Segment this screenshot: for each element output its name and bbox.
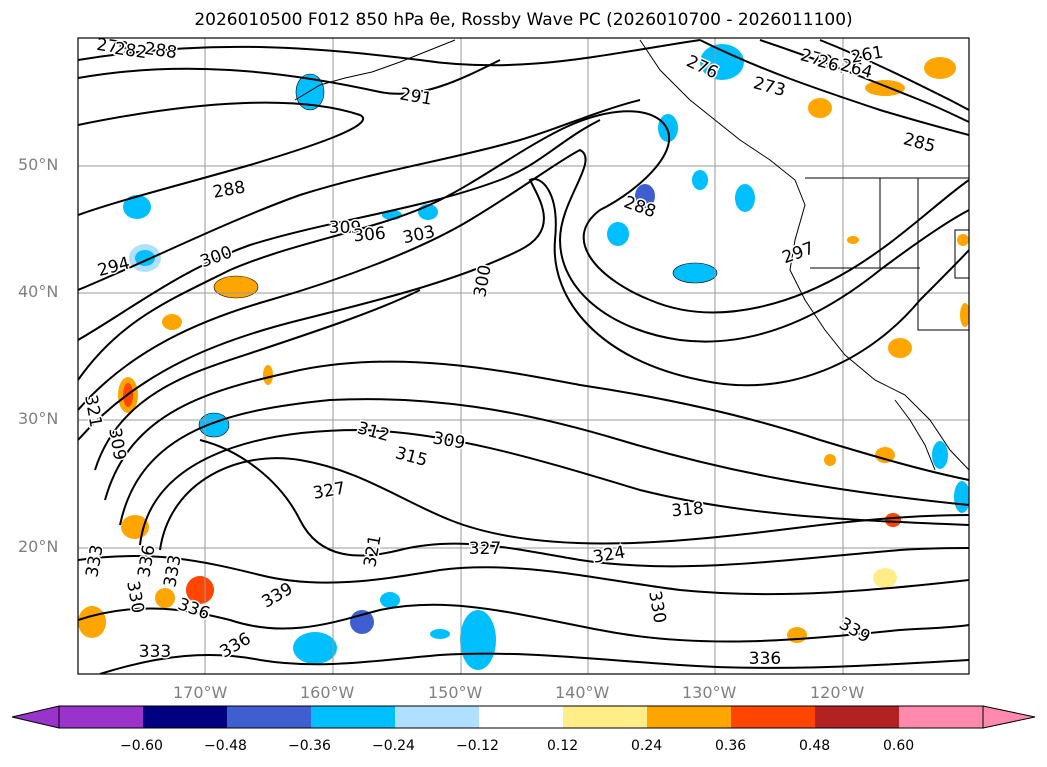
cbar-label: −0.24 (372, 738, 415, 754)
contour-label: 333 (139, 642, 171, 662)
colorbar-swatch (815, 706, 899, 728)
lat-label-50n: 50°N (18, 155, 59, 174)
colorbar-extend-high (982, 705, 1036, 729)
contour-label: 336 (749, 649, 781, 669)
colorbar-extend-low (11, 705, 60, 729)
cbar-label: 0.48 (799, 738, 831, 754)
cbar-label: −0.48 (204, 738, 247, 754)
contour-label: 309 (329, 218, 361, 238)
colorbar (11, 705, 1036, 729)
coastlines (294, 39, 969, 471)
lon-label-130w: 130°W (682, 683, 737, 702)
cbar-label: 0.24 (631, 738, 663, 754)
colorbar-swatch (479, 706, 563, 728)
contour-label: 288 (143, 39, 178, 63)
contour-label: 267 (815, 51, 852, 79)
cbar-label: 0.12 (547, 738, 579, 754)
colorbar-swatch (731, 706, 815, 728)
cbar-label: −0.12 (456, 738, 499, 754)
lat-label-30n: 30°N (18, 409, 59, 428)
cbar-label: −0.60 (120, 738, 163, 754)
colorbar-swatch (899, 706, 983, 728)
lon-label-150w: 150°W (428, 683, 483, 702)
lon-label-140w: 140°W (555, 683, 610, 702)
colorbar-swatch (227, 706, 311, 728)
map-frame (77, 37, 970, 675)
lat-label-20n: 20°N (18, 537, 59, 556)
map-title: 2026010500 F012 850 hPa θe, Rossby Wave … (194, 10, 853, 30)
lon-label-160w: 160°W (300, 683, 355, 702)
lat-label-40n: 40°N (18, 282, 59, 301)
map-background (78, 38, 969, 674)
colorbar-swatch (311, 706, 395, 728)
contour-label: 306 (353, 224, 387, 247)
theta-e-contours (78, 39, 969, 674)
colorbar-swatch (59, 706, 143, 728)
grid-lines (78, 38, 969, 674)
colorbar-swatch (563, 706, 647, 728)
lon-label-120w: 120°W (810, 683, 865, 702)
colorbar-swatch (395, 706, 479, 728)
contour-label: 327 (469, 539, 501, 559)
colorbar-border (58, 705, 984, 729)
cbar-label: −0.36 (288, 738, 331, 754)
cbar-label: 0.36 (715, 738, 747, 754)
lon-label-170w: 170°W (173, 683, 228, 702)
contour-label: 318 (671, 499, 705, 522)
colorbar-swatch (647, 706, 731, 728)
contour-label: 327 (311, 478, 346, 503)
cbar-label: 0.60 (883, 738, 915, 754)
colorbar-swatch (143, 706, 227, 728)
contour-label: 282 (113, 39, 148, 63)
